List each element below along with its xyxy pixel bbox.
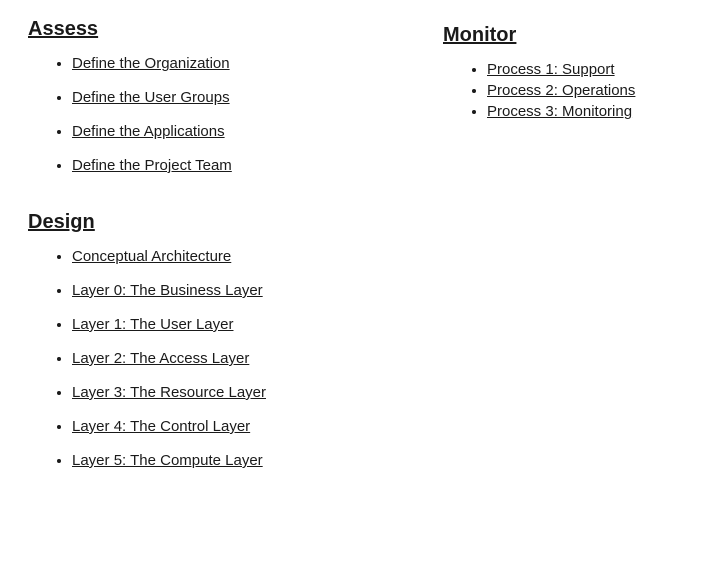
- list-design: Conceptual Architecture Layer 0: The Bus…: [28, 248, 383, 486]
- link-define-project-team[interactable]: Define the Project Team: [72, 157, 232, 174]
- list-item: Define the User Groups: [72, 89, 383, 106]
- list-item: Layer 1: The User Layer: [72, 316, 383, 333]
- link-layer-2[interactable]: Layer 2: The Access Layer: [72, 350, 249, 367]
- list-item: Process 1: Support: [487, 61, 692, 78]
- link-layer-4[interactable]: Layer 4: The Control Layer: [72, 418, 250, 435]
- list-item: Layer 5: The Compute Layer: [72, 452, 383, 469]
- link-layer-3[interactable]: Layer 3: The Resource Layer: [72, 384, 266, 401]
- link-define-organization[interactable]: Define the Organization: [72, 55, 230, 72]
- heading-design[interactable]: Design: [28, 211, 383, 234]
- heading-assess-link[interactable]: Assess: [28, 18, 98, 40]
- link-process-2[interactable]: Process 2: Operations: [487, 82, 635, 99]
- link-process-1[interactable]: Process 1: Support: [487, 61, 615, 78]
- link-layer-5[interactable]: Layer 5: The Compute Layer: [72, 452, 263, 469]
- list-item: Process 3: Monitoring: [487, 103, 692, 120]
- list-item: Define the Applications: [72, 123, 383, 140]
- heading-assess[interactable]: Assess: [28, 18, 383, 41]
- link-process-3[interactable]: Process 3: Monitoring: [487, 103, 632, 120]
- link-layer-0[interactable]: Layer 0: The Business Layer: [72, 282, 263, 299]
- left-column: Assess Define the Organization Define th…: [28, 18, 383, 568]
- heading-monitor-link[interactable]: Monitor: [443, 24, 516, 46]
- list-item: Layer 2: The Access Layer: [72, 350, 383, 367]
- list-item: Define the Project Team: [72, 157, 383, 174]
- list-monitor: Process 1: Support Process 2: Operations…: [443, 61, 692, 124]
- link-define-applications[interactable]: Define the Applications: [72, 123, 225, 140]
- right-column: Monitor Process 1: Support Process 2: Op…: [443, 18, 692, 568]
- list-assess: Define the Organization Define the User …: [28, 55, 383, 191]
- link-conceptual-architecture[interactable]: Conceptual Architecture: [72, 248, 231, 265]
- list-item: Process 2: Operations: [487, 82, 692, 99]
- link-define-user-groups[interactable]: Define the User Groups: [72, 89, 230, 106]
- heading-design-link[interactable]: Design: [28, 211, 95, 233]
- list-item: Layer 3: The Resource Layer: [72, 384, 383, 401]
- list-item: Conceptual Architecture: [72, 248, 383, 265]
- list-item: Layer 0: The Business Layer: [72, 282, 383, 299]
- list-item: Define the Organization: [72, 55, 383, 72]
- list-item: Layer 4: The Control Layer: [72, 418, 383, 435]
- heading-monitor[interactable]: Monitor: [443, 24, 692, 47]
- link-layer-1[interactable]: Layer 1: The User Layer: [72, 316, 233, 333]
